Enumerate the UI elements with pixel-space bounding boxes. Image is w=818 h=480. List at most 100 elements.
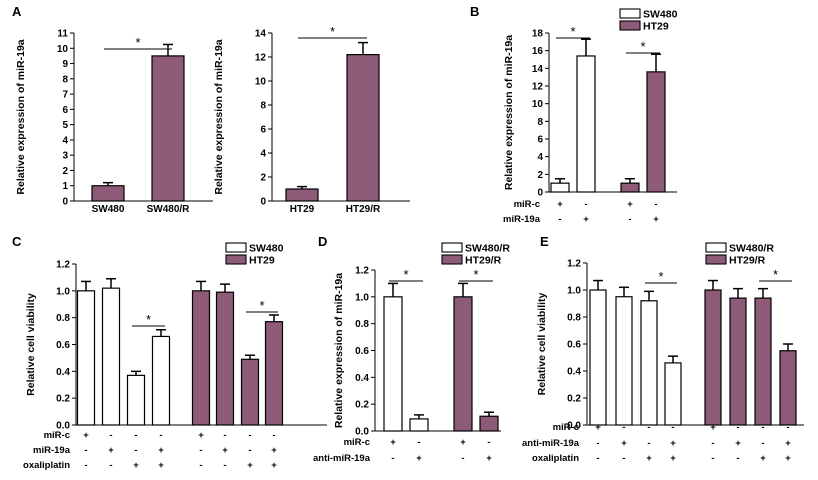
y-tick-label: 1.0 (567, 286, 581, 297)
significance-star: * (403, 267, 408, 282)
treatment-mark: - (647, 422, 650, 433)
treatment-mark: - (223, 430, 226, 441)
legend-label: HT29 (643, 21, 669, 33)
bar (779, 350, 797, 426)
y-tick-label: 16 (532, 46, 544, 57)
bar (101, 287, 121, 426)
legend-label: HT29/R (729, 255, 766, 267)
y-tick-label: 0.4 (56, 367, 70, 378)
y-tick-label: 18 (532, 29, 544, 40)
treatment-mark: - (223, 460, 226, 471)
y-tick-label: 3 (62, 151, 68, 162)
bar (589, 289, 607, 426)
bar (240, 358, 260, 426)
treatment-mark: + (621, 438, 627, 449)
treatment-mark: + (460, 437, 466, 448)
treatment-mark: + (670, 438, 676, 449)
bar (126, 374, 146, 426)
y-tick-label: 0.2 (567, 394, 581, 405)
treatment-mark: + (646, 453, 652, 464)
treatment-mark: - (134, 445, 137, 456)
treatment-row-label: miR-19a (503, 214, 541, 225)
bar (479, 415, 499, 432)
treatment-row-label: miR-c (44, 430, 70, 441)
y-tick-label: 9 (62, 59, 68, 70)
legend-swatch (225, 242, 247, 253)
y-tick-label: 0.8 (56, 313, 70, 324)
legend-swatch (441, 254, 463, 265)
bar (620, 182, 640, 193)
treatment-mark: + (390, 437, 396, 448)
significance-star: * (773, 267, 778, 282)
treatment-mark: + (158, 445, 164, 456)
treatment-mark: - (584, 199, 587, 210)
y-tick-label: 14 (532, 64, 544, 75)
y-tick-label: 8 (537, 117, 543, 128)
treatment-mark: + (271, 460, 277, 471)
y-tick-label: 6 (260, 125, 266, 136)
treatment-mark: - (159, 430, 162, 441)
treatment-mark: - (622, 453, 625, 464)
y-tick-label: 8 (260, 101, 266, 112)
y-axis-label: Relative expression of miR-19a (333, 273, 345, 428)
y-tick-label: 4 (260, 149, 266, 160)
significance-star: * (570, 24, 575, 39)
y-tick-label: 10 (57, 44, 69, 55)
treatment-mark: - (461, 453, 464, 464)
treatment-mark: - (134, 430, 137, 441)
legend-swatch (619, 20, 641, 31)
legend-label: HT29/R (465, 255, 502, 267)
treatment-mark: - (628, 214, 631, 225)
legend-label: SW480 (249, 243, 284, 255)
treatment-mark: - (596, 438, 599, 449)
treatment-mark: + (247, 460, 253, 471)
treatment-mark: - (647, 438, 650, 449)
y-tick-label: 0.6 (355, 346, 369, 357)
bar (409, 418, 429, 432)
treatment-mark: + (83, 430, 89, 441)
bar (550, 182, 570, 193)
treatment-mark: + (653, 214, 659, 225)
y-tick-label: 2 (537, 170, 543, 181)
panel-label: E (540, 234, 549, 249)
treatment-mark: - (84, 460, 87, 471)
y-axis-label: Relative expression of miR-19a (503, 35, 515, 190)
y-tick-label: 10 (255, 77, 267, 88)
treatment-mark: + (557, 199, 563, 210)
y-tick-label: 0.0 (355, 427, 369, 438)
treatment-mark: - (671, 422, 674, 433)
treatment-mark: - (109, 430, 112, 441)
y-axis-label: Relative cell viability (25, 293, 37, 396)
treatment-mark: + (416, 453, 422, 464)
y-tick-label: 0 (260, 197, 266, 208)
legend-swatch (441, 242, 463, 253)
significance-star: * (330, 24, 335, 39)
legend-label: SW480/R (465, 243, 510, 255)
treatment-mark: - (487, 437, 490, 448)
treatment-mark: - (736, 453, 739, 464)
y-tick-label: 10 (532, 99, 544, 110)
treatment-row-label: anti-miR-19a (522, 438, 580, 449)
bar (91, 185, 125, 202)
y-tick-label: 0.0 (56, 421, 70, 432)
bar (151, 335, 171, 426)
bar (754, 297, 772, 426)
treatment-mark: + (627, 199, 633, 210)
legend-label: SW480/R (729, 243, 774, 255)
panel-label: C (12, 234, 22, 249)
legend-swatch (705, 242, 727, 253)
treatment-row-label: miR-c (344, 437, 370, 448)
y-tick-label: 14 (255, 29, 267, 40)
y-tick-label: 5 (62, 120, 68, 131)
treatment-mark: + (271, 445, 277, 456)
treatment-mark: - (391, 453, 394, 464)
treatment-mark: - (786, 422, 789, 433)
treatment-mark: + (133, 460, 139, 471)
panel-label: B (470, 4, 479, 19)
legend-label: HT29 (249, 255, 275, 267)
y-tick-label: 0.4 (567, 367, 581, 378)
significance-star: * (135, 35, 140, 50)
significance-star: * (658, 269, 663, 284)
y-tick-label: 0.4 (355, 373, 369, 384)
x-tick-label: SW480/R (147, 204, 191, 215)
